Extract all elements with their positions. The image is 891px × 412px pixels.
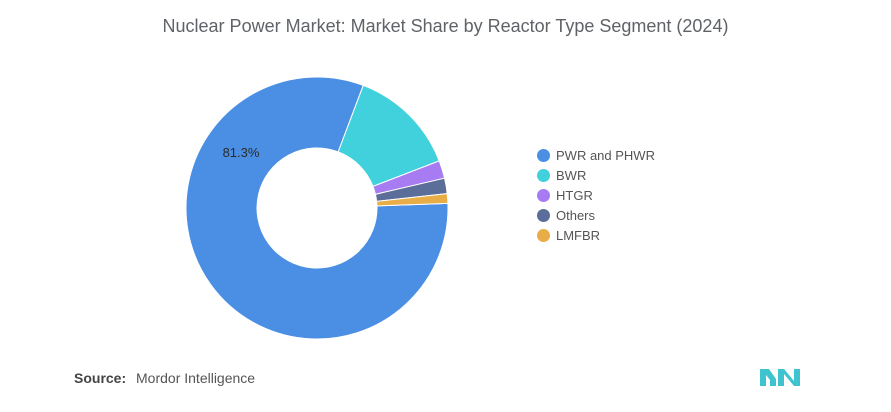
legend-label: LMFBR <box>556 227 601 243</box>
legend-swatch <box>537 188 550 202</box>
legend-swatch <box>537 228 550 242</box>
slice-lmfbr <box>376 193 449 207</box>
donut-slices <box>185 76 449 340</box>
chart-legend: PWR and PHWR BWR HTGR Others LMFBR <box>537 145 655 245</box>
slice-pwr-and-phwr <box>185 76 449 340</box>
legend-label: Others <box>556 207 596 223</box>
mordor-intelligence-logo <box>760 369 800 386</box>
slice-labels: 81.3% <box>223 145 260 160</box>
legend-label: BWR <box>556 167 587 183</box>
legend-item-bwr: BWR <box>537 165 655 185</box>
source-line: Source: Mordor Intelligence <box>74 370 255 386</box>
slice-label-pwr-and-phwr: 81.3% <box>223 145 260 160</box>
legend-swatch <box>537 168 550 182</box>
legend-swatch <box>537 148 550 162</box>
legend-item-htgr: HTGR <box>537 185 655 205</box>
legend-item-lmfbr: LMFBR <box>537 225 655 245</box>
chart-title: Nuclear Power Market: Market Share by Re… <box>162 16 729 36</box>
source-label: Source: <box>74 370 127 386</box>
legend-item-others: Others <box>537 205 655 225</box>
source-text: Mordor Intelligence <box>136 370 256 386</box>
legend-label: PWR and PHWR <box>556 147 655 163</box>
legend-label: HTGR <box>556 187 593 203</box>
legend-item-pwr-and-phwr: PWR and PHWR <box>537 145 655 165</box>
legend-swatch <box>537 208 550 222</box>
